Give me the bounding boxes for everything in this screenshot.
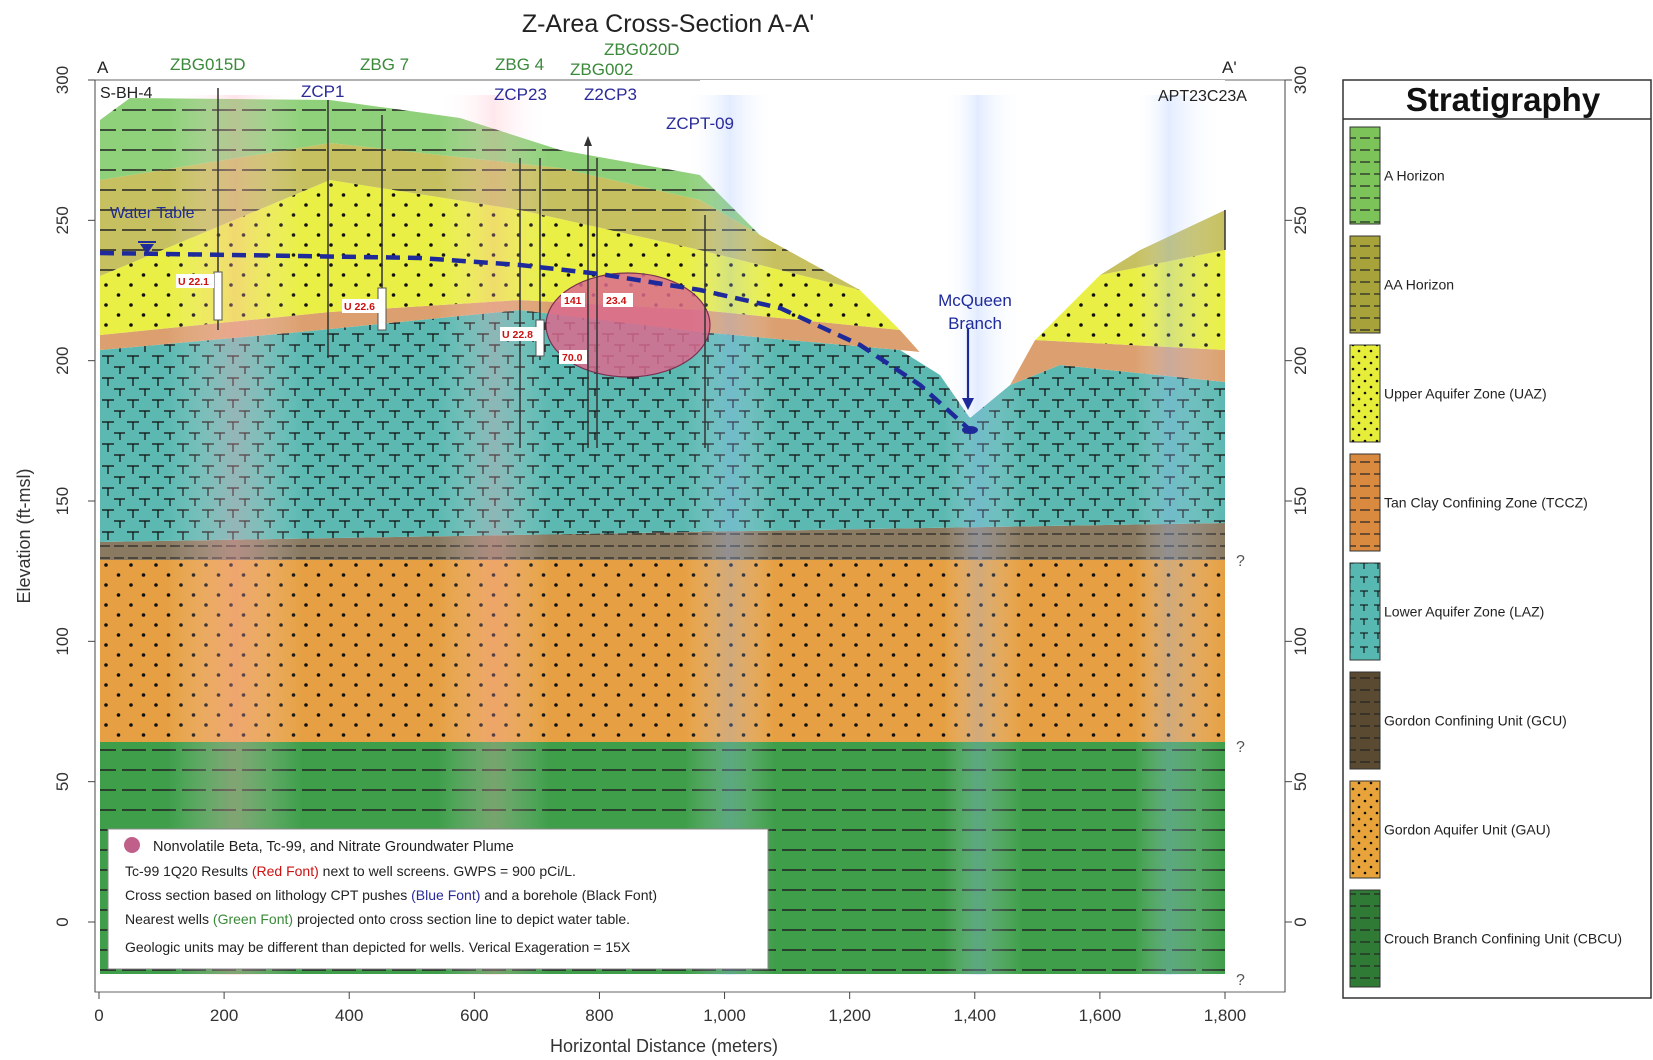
stratigraphy-unit: Gordon Aquifer Unit (GAU) [1349,780,1551,879]
x-tick-label: 0 [94,1006,103,1025]
water-table-label: Water Table [110,205,195,222]
stratigraphy-unit: AA Horizon [1349,235,1454,334]
x-tick-label: 400 [335,1006,363,1025]
y-axis-right: 300 250 200 150 100 50 0 [1284,66,1310,992]
unit-label: Lower Aquifer Zone (LAZ) [1384,604,1544,620]
stratigraphy-unit: Crouch Branch Confining Unit (CBCU) [1349,889,1622,988]
well-label: ZBG002 [570,60,633,79]
x-tick-label: 600 [460,1006,488,1025]
stratigraphy-unit: Gordon Confining Unit (GCU) [1349,671,1567,770]
y-tick-label: 200 [53,346,72,374]
well-label: ZCP23 [494,85,547,104]
stratigraphy-panel: Stratigraphy A Horizon AA Horizon Upper Aq… [1342,79,1652,999]
stratigraphy-unit: Upper Aquifer Zone (UAZ) [1349,344,1547,443]
borehole-arrow [584,136,592,146]
x-tick-label: 1,000 [703,1006,746,1025]
water-table-line [99,250,972,432]
question-mark: ? [1236,739,1245,756]
result-label: 141 [564,295,582,307]
x-tick-label: 1,400 [954,1006,997,1025]
result-label: U 22.1 [178,276,209,288]
y-tick-label: 250 [53,206,72,234]
tc99-results: U 22.1 U 22.6 U 22.8 141 23.4 70.0 [176,274,633,364]
y-axis-label: Elevation (ft-msl) [14,468,34,603]
section-end-right: A' [1222,58,1237,77]
well-label: APT23C23A [1158,88,1247,105]
well-label: ZBG 7 [360,55,409,74]
legend-line: Geologic units may be different than dep… [125,939,631,955]
well-label: ZBG 4 [495,55,544,74]
plot-legend: Nonvolatile Beta, Tc-99, and Nitrate Gro… [107,828,769,970]
y-tick-label: 200 [1291,346,1310,374]
water-table-marker [140,244,154,254]
y-tick-label: 50 [53,772,72,791]
unit-label: AA Horizon [1384,277,1454,293]
x-tick-label: 800 [585,1006,613,1025]
x-tick-label: 1,800 [1204,1006,1247,1025]
well-label: S-BH-4 [100,85,153,102]
figure-title: Z-Area Cross-Section A-A' [522,10,814,38]
y-tick-label: 0 [53,917,72,926]
unit-label: Crouch Branch Confining Unit (CBCU) [1384,931,1622,947]
x-axis: 0 200 400 600 800 1,000 1,200 1,400 1,600 1,800 [94,992,1246,1025]
result-label: U 22.8 [502,329,533,341]
well-label: ZBG020D [604,40,680,59]
y-tick-label: 150 [53,487,72,515]
y-tick-label: 250 [1291,206,1310,234]
stratigraphy-unit: Tan Clay Confining Zone (TCCZ) [1349,453,1588,552]
stratigraphy-title: Stratigraphy [1406,81,1601,118]
stratigraphy-unit: A Horizon [1349,126,1445,225]
unit-label: Gordon Aquifer Unit (GAU) [1384,822,1551,838]
unit-label: Gordon Confining Unit (GCU) [1384,713,1567,729]
water-table-end [962,426,978,434]
well-label: ZCPT-09 [666,114,734,133]
unit-label: Upper Aquifer Zone (UAZ) [1384,386,1547,402]
branch-label: Branch [948,314,1002,333]
stratigraphy-unit: Lower Aquifer Zone (LAZ) [1349,562,1544,661]
mcqueen-arrow [962,398,974,410]
y-tick-label: 100 [1291,627,1310,655]
mcqueen-label: McQueen [938,291,1012,310]
legend-line: Nonvolatile Beta, Tc-99, and Nitrate Gro… [153,839,514,855]
question-mark: ? [1236,553,1245,570]
well-label: ZCP1 [301,82,344,101]
y-tick-label: 100 [53,627,72,655]
legend-line: Cross section based on lithology CPT pus… [125,887,657,903]
x-tick-label: 1,200 [828,1006,871,1025]
x-tick-label: 1,600 [1079,1006,1122,1025]
result-label: 23.4 [606,295,627,307]
legend-line: Tc-99 1Q20 Results (Red Font) next to we… [125,863,576,879]
legend-line: Nearest wells (Green Font) projected ont… [125,911,630,927]
section-end-left: A [97,58,109,77]
plume-legend-swatch [124,837,140,853]
y-tick-label: 50 [1291,772,1310,791]
y-tick-label: 300 [53,66,72,94]
x-axis-label: Horizontal Distance (meters) [550,1036,778,1056]
y-axis-left: 300 250 200 150 100 50 0 [53,66,96,992]
unit-label: Tan Clay Confining Zone (TCCZ) [1384,495,1588,511]
well-label: Z2CP3 [584,85,637,104]
x-tick-label: 200 [210,1006,238,1025]
y-tick-label: 150 [1291,487,1310,515]
unit-label: A Horizon [1384,168,1445,184]
result-label: 70.0 [562,352,583,364]
question-mark: ? [1236,972,1245,989]
well-label: ZBG015D [170,55,246,74]
result-label: U 22.6 [344,301,375,313]
y-tick-label: 300 [1291,66,1310,94]
y-tick-label: 0 [1291,917,1310,926]
